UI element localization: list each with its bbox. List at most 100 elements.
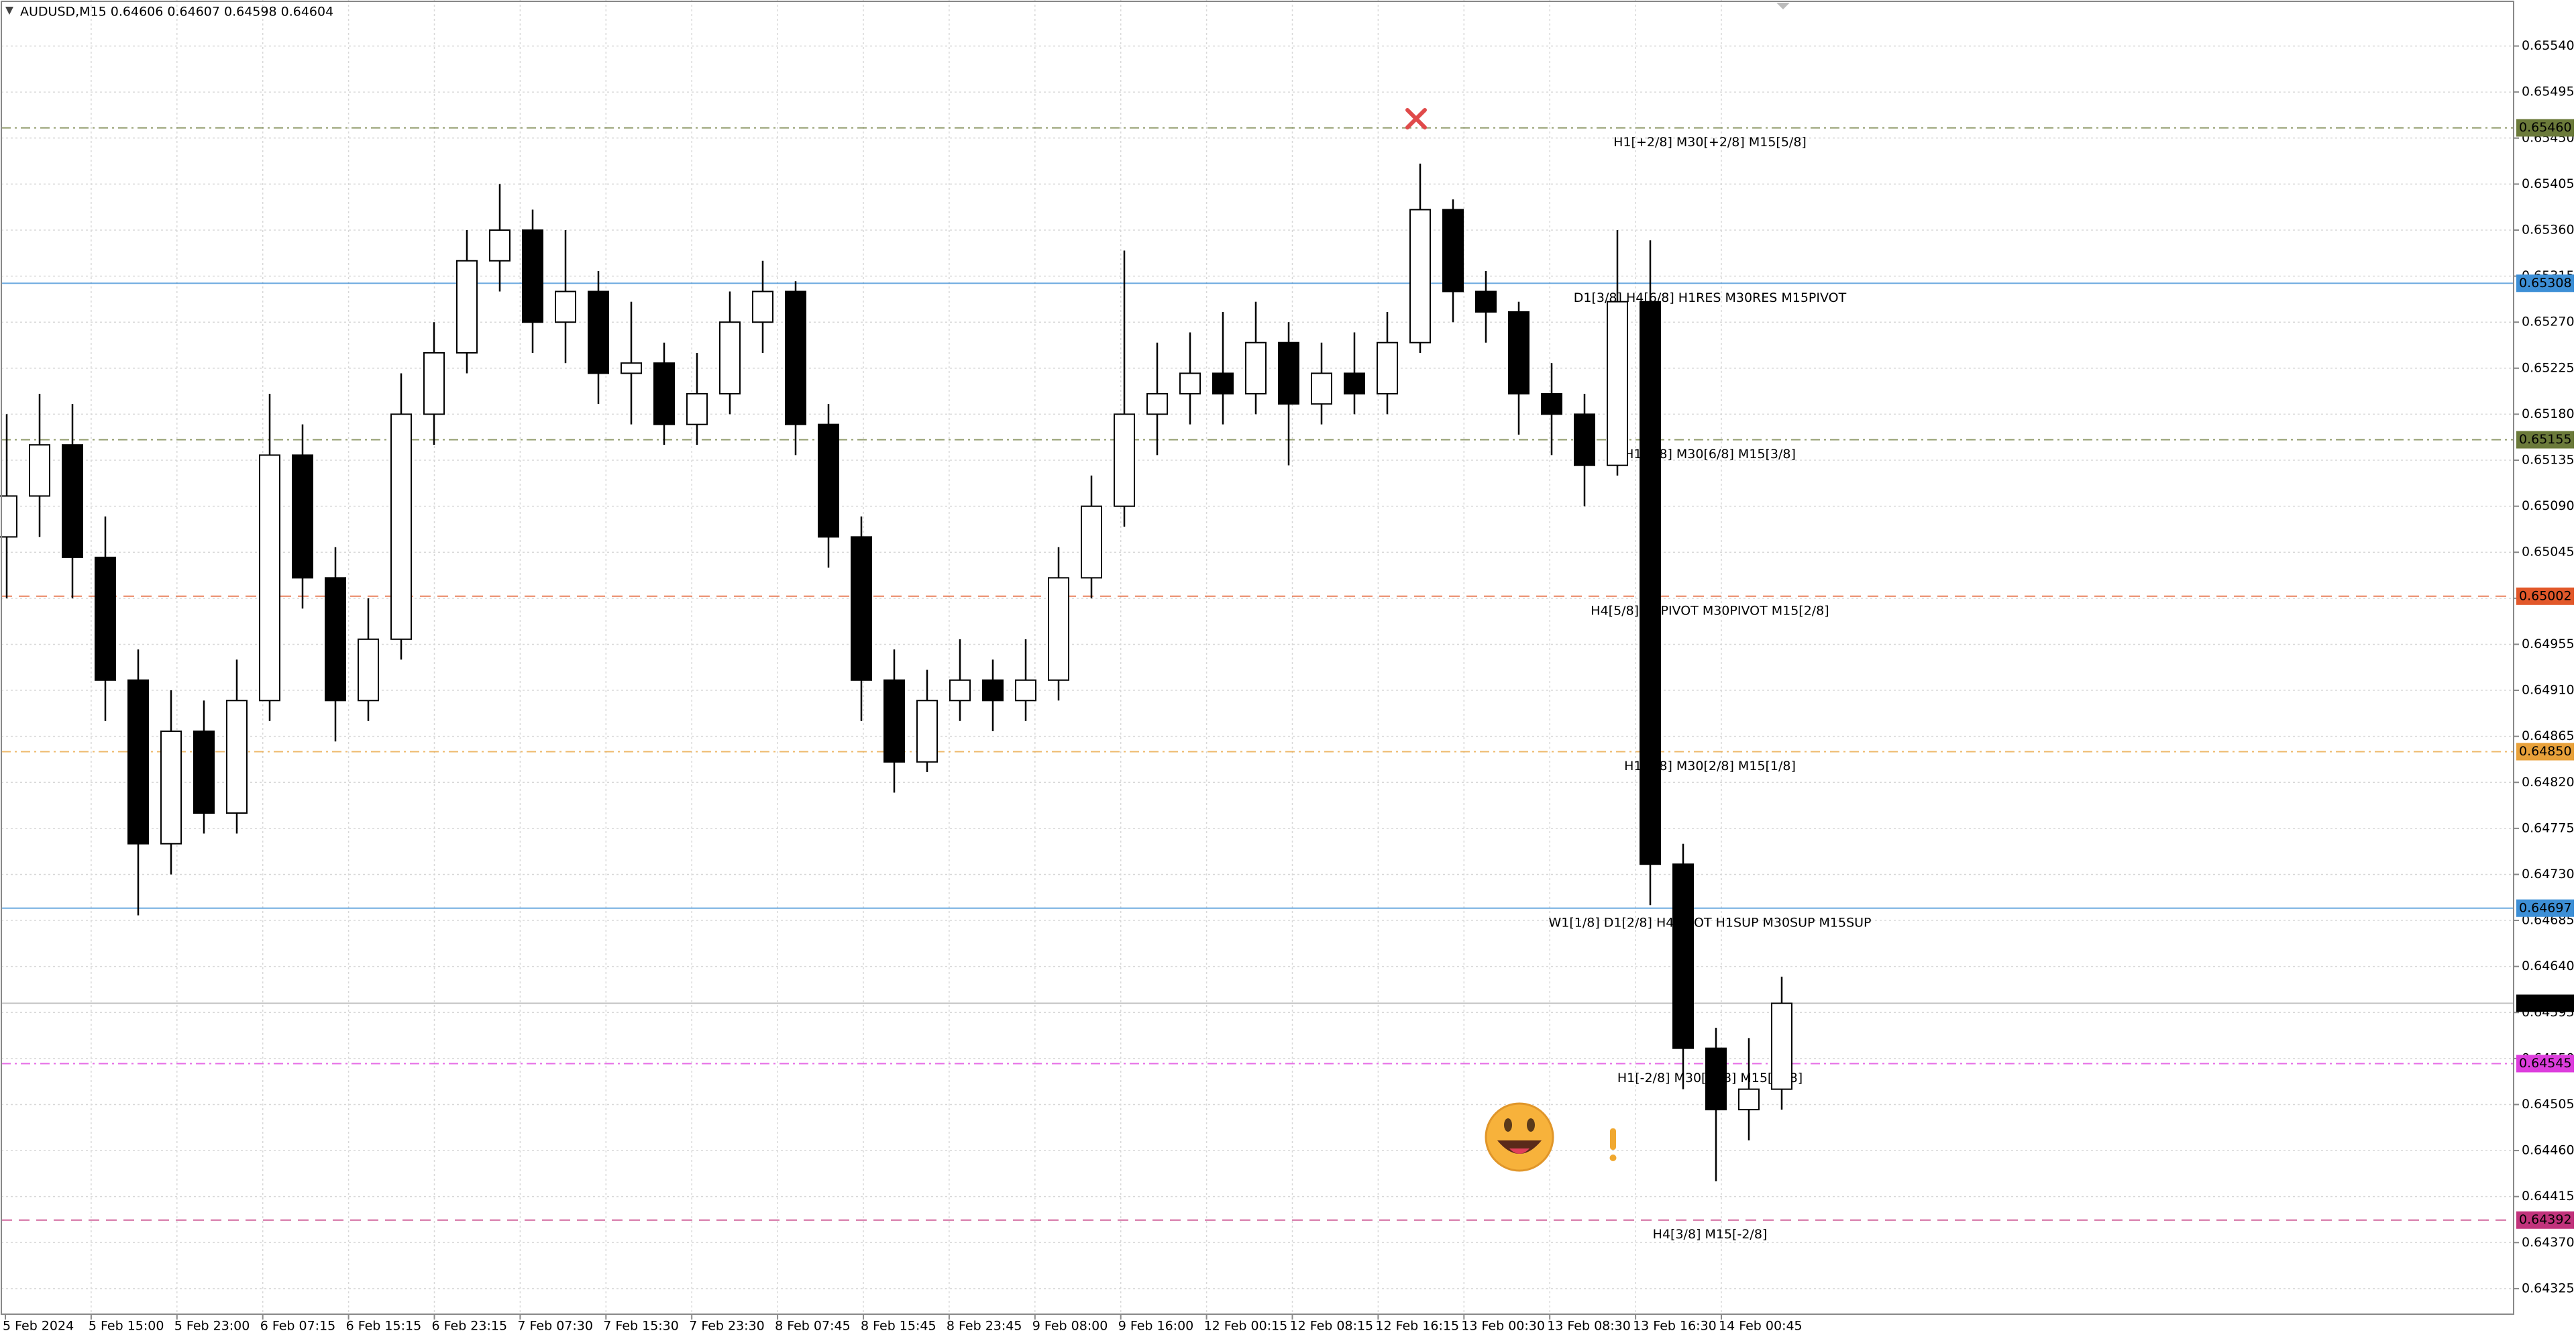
candle-body — [95, 556, 116, 681]
y-tick-label: 0.64775 — [2522, 820, 2575, 835]
candle-body — [1672, 863, 1694, 1049]
level-price-box — [2516, 899, 2574, 917]
title-icon — [5, 7, 13, 15]
level-price-box — [2516, 743, 2574, 761]
y-tick-label: 0.64505 — [2522, 1097, 2575, 1112]
candle-body — [1146, 392, 1168, 415]
x-tick-label: 13 Feb 00:30 — [1461, 1319, 1545, 1334]
candle-body — [358, 638, 379, 702]
level-price-label: 0.65460 — [2519, 120, 2572, 135]
x-tick-label: 9 Feb 08:00 — [1032, 1319, 1108, 1334]
x-tick-label: 5 Feb 2024 — [3, 1319, 74, 1334]
x-tick-label: 12 Feb 16:15 — [1375, 1319, 1459, 1334]
candle-body — [818, 423, 839, 538]
y-tick-label: 0.64325 — [2522, 1281, 2575, 1295]
level-text: W1[1/8] D1[2/8] H4PIVOT H1SUP M30SUP M15… — [1548, 915, 1871, 930]
chart-title: AUDUSD,M15 0.64606 0.64607 0.64598 0.646… — [20, 5, 333, 19]
candle-body — [1278, 341, 1299, 405]
candle-body — [1771, 1002, 1792, 1090]
x-tick-label: 5 Feb 23:00 — [174, 1319, 250, 1334]
level-text: H1[2/8] M30[2/8] M15[1/8] — [1624, 759, 1796, 773]
y-tick-label: 0.65405 — [2522, 176, 2575, 191]
candle-body — [1245, 341, 1267, 394]
candle-body — [1081, 505, 1102, 579]
y-tick-label: 0.64820 — [2522, 775, 2575, 790]
candle-body — [785, 290, 806, 425]
x-tick-label: 12 Feb 00:15 — [1204, 1319, 1288, 1334]
x-tick-label: 6 Feb 23:15 — [432, 1319, 508, 1334]
candle-body — [588, 290, 609, 374]
level-price-box — [2516, 119, 2574, 137]
y-tick-label: 0.65225 — [2522, 360, 2575, 375]
x-tick-label: 8 Feb 23:45 — [947, 1319, 1022, 1334]
level-price-label: 0.64850 — [2519, 744, 2572, 759]
level-price-box — [2516, 587, 2574, 605]
candles — [0, 163, 1792, 1181]
x-tick-label: 14 Feb 00:45 — [1719, 1319, 1803, 1334]
candle-body — [0, 495, 17, 538]
candle-body — [390, 413, 412, 640]
candle-body — [292, 454, 313, 579]
candle-body — [555, 290, 576, 323]
x-tick-label: 6 Feb 07:15 — [260, 1319, 336, 1334]
level-text: H1[6/8] M30[6/8] M15[3/8] — [1624, 447, 1796, 462]
x-tick-label: 5 Feb 15:00 — [89, 1319, 164, 1334]
level-price-box — [2516, 1055, 2574, 1073]
x-tick-label: 7 Feb 23:30 — [689, 1319, 765, 1334]
level-price-box — [2516, 1211, 2574, 1229]
candle-body — [1738, 1088, 1760, 1111]
candle-body — [62, 444, 83, 558]
current-price-label: 0.64604 — [2519, 996, 2572, 1010]
candle-body — [259, 454, 280, 702]
level-text: H4[3/8] M15[-2/8] — [1653, 1227, 1768, 1242]
candle-body — [1442, 209, 1464, 292]
candle-body — [1344, 372, 1365, 394]
candle-body — [1015, 679, 1036, 702]
y-tick-label: 0.64460 — [2522, 1143, 2575, 1158]
y-tick-label: 0.65540 — [2522, 38, 2575, 53]
candle-body — [621, 362, 642, 374]
candle-body — [325, 577, 346, 702]
candle-body — [1607, 301, 1628, 466]
candle-body — [982, 679, 1004, 702]
x-tick-label: 8 Feb 07:45 — [775, 1319, 851, 1334]
x-tick-label: 9 Feb 16:00 — [1118, 1319, 1194, 1334]
candle-body — [851, 536, 872, 681]
y-tick-label: 0.64955 — [2522, 637, 2575, 651]
level-price-box — [2516, 274, 2574, 292]
candle-body — [1179, 372, 1201, 394]
grid — [1, 0, 2514, 1314]
candle-body — [1114, 413, 1135, 507]
candle-body — [752, 290, 773, 323]
candle-body — [1475, 290, 1497, 313]
candle-body — [522, 229, 543, 323]
candle-body — [226, 700, 248, 814]
y-tick-label: 0.65180 — [2522, 407, 2575, 421]
y-tick-label: 0.64865 — [2522, 729, 2575, 743]
candle-body — [160, 731, 182, 845]
candle-body — [1574, 413, 1595, 466]
level-price-label: 0.65155 — [2519, 432, 2572, 447]
candle-body — [653, 362, 675, 425]
y-tick-label: 0.64730 — [2522, 867, 2575, 881]
candle-body — [1377, 341, 1398, 394]
level-text: H1[+2/8] M30[+2/8] M15[5/8] — [1613, 135, 1807, 150]
y-tick-label: 0.65090 — [2522, 498, 2575, 513]
y-tick-label: 0.65045 — [2522, 545, 2575, 559]
high-cross — [1405, 108, 1427, 129]
y-tick-label: 0.64415 — [2522, 1189, 2575, 1203]
candle-body — [1048, 577, 1069, 681]
candle-body — [1508, 311, 1529, 394]
candle-body — [1212, 372, 1234, 394]
alert-icon — [1609, 1128, 1617, 1161]
x-tick-label: 7 Feb 15:30 — [603, 1319, 679, 1334]
level-price-label: 0.65002 — [2519, 588, 2572, 603]
level-price-label: 0.64697 — [2519, 900, 2572, 915]
candle-body — [1640, 301, 1661, 865]
candle-body — [456, 260, 478, 354]
candle-body — [489, 229, 511, 262]
candle-body — [949, 679, 971, 702]
